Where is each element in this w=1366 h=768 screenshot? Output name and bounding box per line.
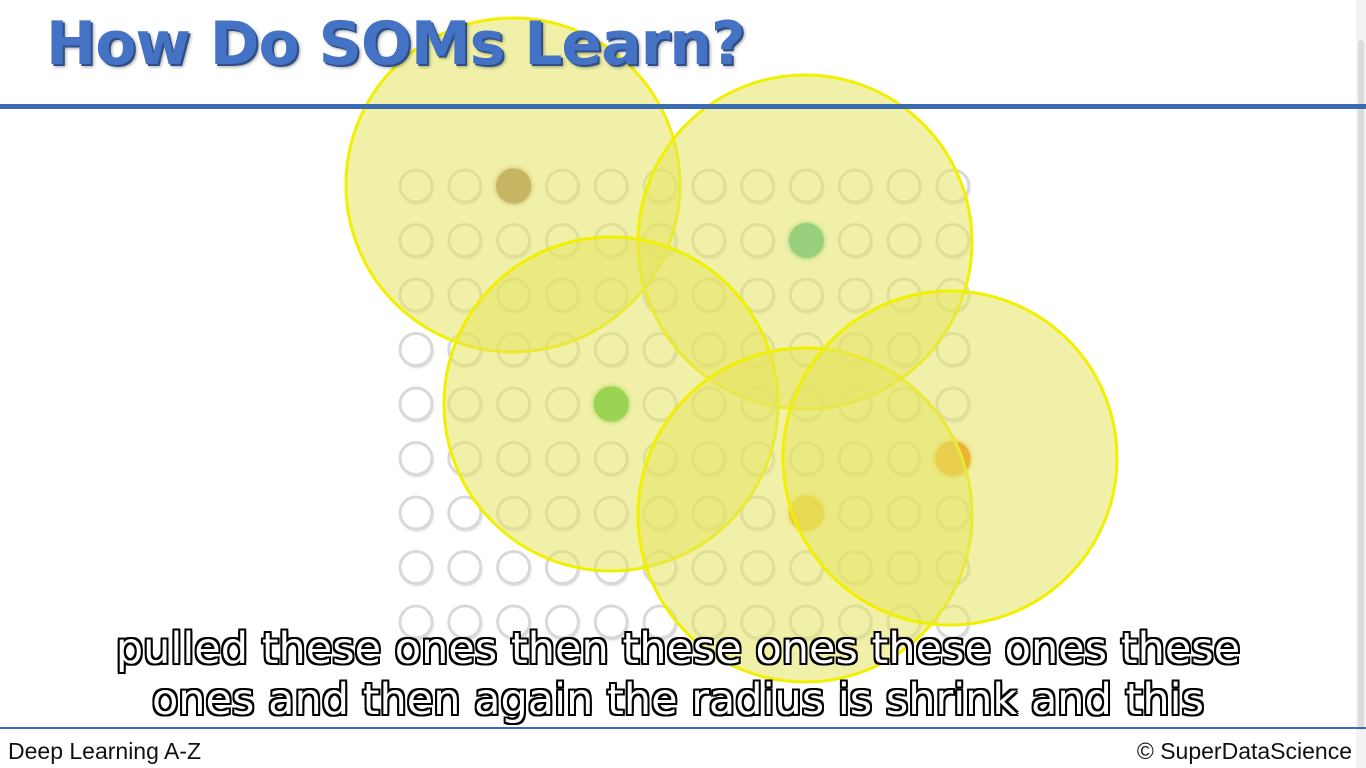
course-name: Deep Learning A-Z xyxy=(8,738,202,764)
subtitle-line-2: ones and then again the radius is shrink… xyxy=(152,675,1204,725)
footer-divider xyxy=(0,727,1366,729)
som-node xyxy=(398,604,434,640)
som-node xyxy=(496,604,532,640)
som-node xyxy=(398,550,434,585)
som-node xyxy=(447,604,483,640)
som-node xyxy=(447,495,483,531)
som-node xyxy=(593,604,629,640)
subtitle-line-1: pulled these ones then these ones these … xyxy=(115,624,1241,674)
som-node xyxy=(398,332,434,367)
som-node xyxy=(496,550,532,585)
som-node xyxy=(447,550,483,585)
neighborhood-circle xyxy=(781,289,1119,627)
som-node xyxy=(544,604,580,640)
som-node xyxy=(398,386,434,422)
title-divider xyxy=(0,104,1366,109)
som-diagram xyxy=(344,16,1119,684)
slide-title: How Do SOMs Learn? xyxy=(46,9,746,79)
copyright-notice: © SuperDataScience xyxy=(1136,738,1352,764)
som-node xyxy=(398,441,434,476)
som-node xyxy=(398,495,434,531)
scrollbar-thumb[interactable] xyxy=(1358,40,1364,730)
neighborhood-radii xyxy=(344,16,1119,684)
